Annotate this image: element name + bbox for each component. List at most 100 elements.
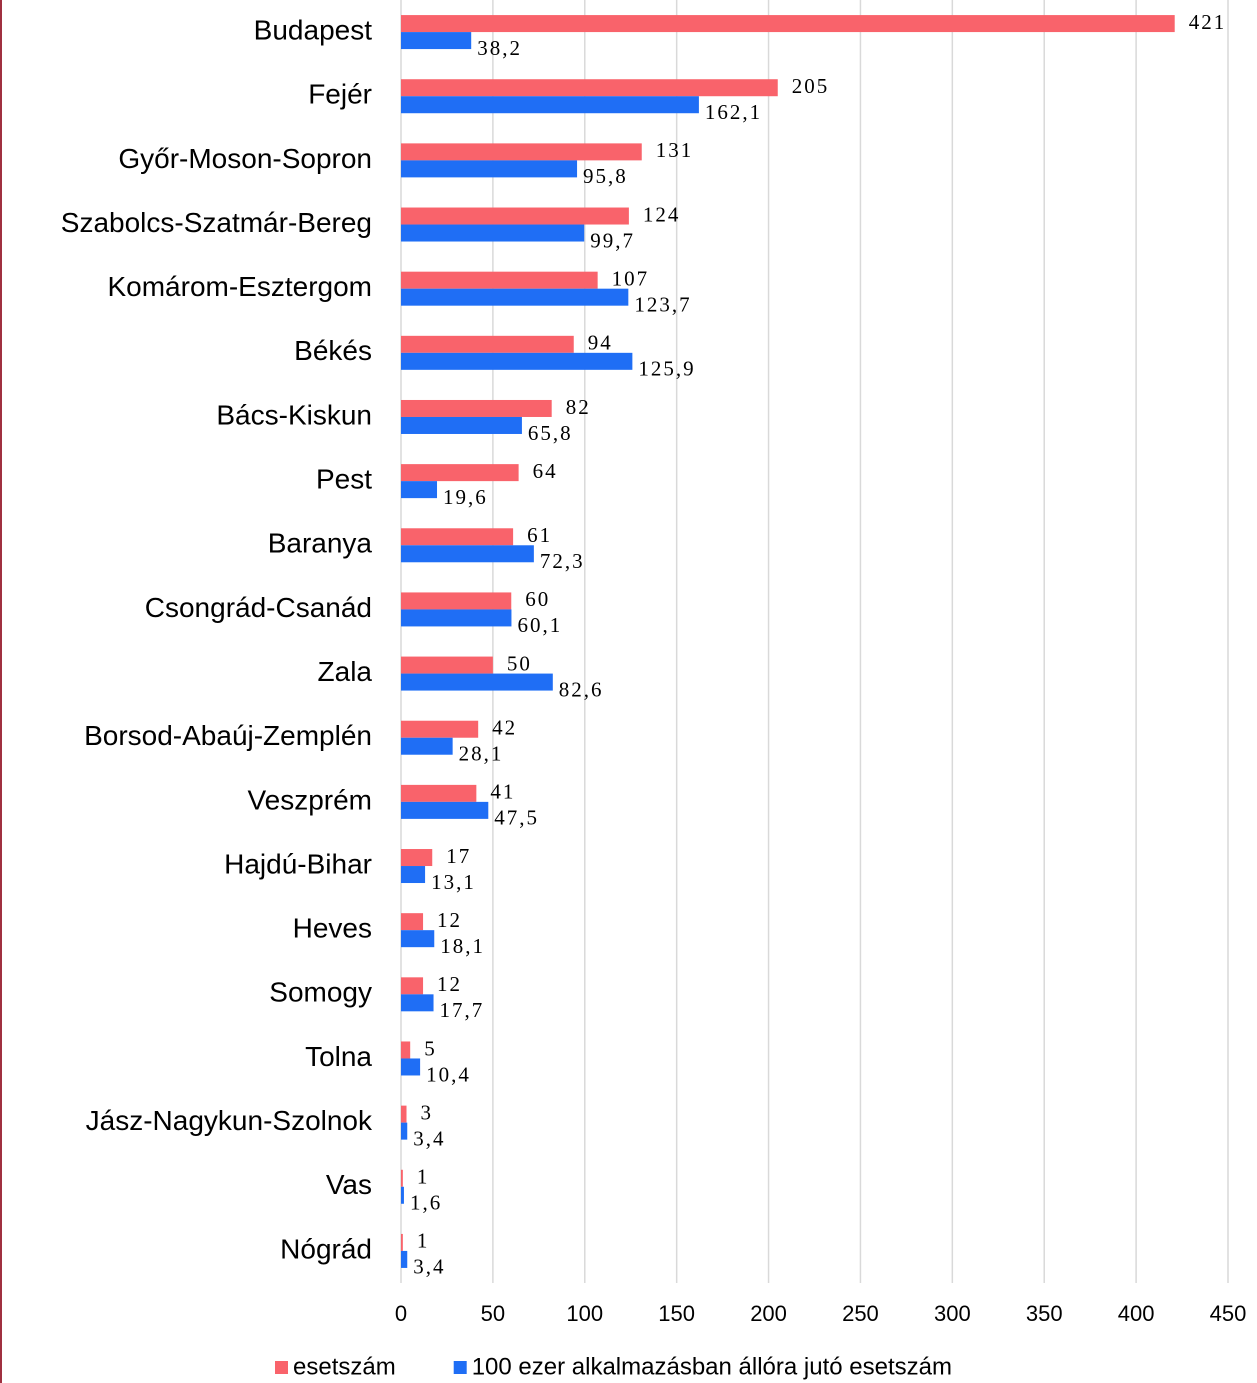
data-label: 131 — [656, 138, 694, 162]
bar — [401, 592, 512, 610]
x-tick-label: 50 — [481, 1301, 505, 1326]
data-label: 3,4 — [413, 1126, 445, 1150]
bar — [401, 673, 553, 691]
bar — [401, 1041, 411, 1059]
x-tick-label: 450 — [1210, 1301, 1247, 1326]
data-label: 99,7 — [590, 228, 635, 252]
bar — [401, 399, 552, 417]
data-label: 421 — [1189, 10, 1227, 34]
category-label: Hajdú-Bihar — [224, 848, 372, 879]
bar — [401, 464, 519, 482]
category-label: Nógrád — [280, 1233, 372, 1264]
data-label: 12 — [437, 908, 462, 932]
data-label: 1 — [417, 1229, 430, 1253]
data-label: 94 — [588, 331, 613, 355]
category-label: Győr-Moson-Sopron — [118, 143, 372, 174]
legend-label: esetszám — [293, 1353, 396, 1380]
bar — [401, 977, 424, 995]
category-label: Békés — [294, 335, 372, 366]
category-label: Bács-Kiskun — [216, 399, 372, 430]
data-label: 1,6 — [410, 1191, 442, 1215]
x-tick-label: 300 — [934, 1301, 971, 1326]
x-tick-label: 0 — [395, 1301, 407, 1326]
bar — [401, 352, 633, 370]
data-label: 60 — [525, 587, 550, 611]
data-label: 72,3 — [540, 549, 585, 573]
x-tick-label: 150 — [658, 1301, 695, 1326]
category-label: Heves — [293, 913, 372, 944]
bar — [401, 720, 479, 738]
legend-swatch — [453, 1361, 467, 1374]
data-label: 3,4 — [413, 1255, 445, 1279]
bar — [401, 1122, 408, 1140]
bar — [401, 416, 522, 434]
bar — [401, 994, 434, 1012]
bar — [401, 545, 534, 563]
bar — [401, 1250, 408, 1268]
data-label: 12 — [437, 972, 462, 996]
data-label: 125,9 — [638, 357, 695, 381]
category-label: Komárom-Esztergom — [107, 271, 372, 302]
category-label: Baranya — [268, 528, 373, 559]
data-label: 42 — [492, 716, 517, 740]
category-label: Pest — [316, 464, 372, 495]
category-label: Vas — [326, 1169, 372, 1200]
bar — [401, 913, 424, 931]
bar — [401, 1186, 404, 1204]
legend-label: 100 ezer alkalmazásban állóra jutó esets… — [472, 1353, 952, 1380]
data-label: 17,7 — [440, 998, 485, 1022]
bar — [401, 609, 512, 627]
data-label: 17 — [446, 844, 471, 868]
bar — [401, 656, 493, 674]
category-label: Csongrád-Csanád — [145, 592, 372, 623]
bar — [401, 1233, 403, 1251]
data-label: 10,4 — [426, 1062, 471, 1086]
bar — [401, 801, 489, 819]
bar — [401, 528, 514, 546]
category-label: Jász-Nagykun-Szolnok — [86, 1105, 373, 1136]
data-label: 38,2 — [477, 36, 522, 60]
data-label: 50 — [507, 651, 532, 675]
data-label: 19,6 — [443, 485, 488, 509]
data-label: 123,7 — [634, 292, 691, 316]
legend-swatch — [275, 1361, 288, 1374]
bar — [401, 32, 472, 50]
data-label: 64 — [533, 459, 558, 483]
bar — [401, 143, 642, 161]
data-label: 82,6 — [559, 677, 604, 701]
data-label: 65,8 — [528, 421, 573, 445]
bar — [401, 1105, 407, 1123]
data-label: 162,1 — [705, 100, 762, 124]
x-tick-label: 250 — [842, 1301, 879, 1326]
data-label: 107 — [612, 266, 650, 290]
data-label: 82 — [566, 395, 591, 419]
bar — [401, 930, 435, 948]
bar — [401, 866, 426, 884]
data-label: 18,1 — [440, 934, 485, 958]
bar — [401, 96, 699, 114]
x-tick-label: 350 — [1026, 1301, 1063, 1326]
category-label: Budapest — [254, 14, 373, 45]
bar — [401, 207, 629, 225]
data-label: 95,8 — [583, 164, 628, 188]
bar — [401, 1169, 403, 1187]
data-label: 3 — [421, 1100, 434, 1124]
data-label: 124 — [643, 202, 681, 226]
data-label: 1 — [417, 1165, 430, 1189]
category-label: Somogy — [269, 977, 372, 1008]
data-label: 28,1 — [459, 742, 504, 766]
bar — [401, 160, 578, 178]
category-label: Veszprém — [248, 784, 373, 815]
data-label: 41 — [490, 780, 515, 804]
bar — [401, 79, 778, 97]
data-label: 205 — [792, 74, 830, 98]
bar — [401, 224, 585, 242]
bar — [401, 271, 598, 289]
bar — [401, 737, 453, 755]
x-tick-label: 200 — [750, 1301, 787, 1326]
category-label: Fejér — [308, 79, 372, 110]
x-tick-label: 100 — [566, 1301, 603, 1326]
bar — [401, 15, 1175, 33]
bar — [401, 849, 433, 867]
